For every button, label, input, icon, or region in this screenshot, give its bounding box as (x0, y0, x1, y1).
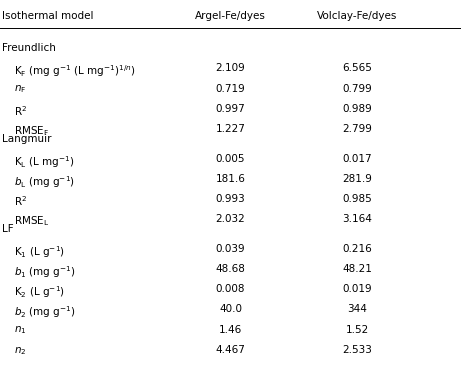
Text: $n_2$: $n_2$ (14, 345, 26, 357)
Text: Volclay-Fe/dyes: Volclay-Fe/dyes (317, 11, 397, 21)
Text: 0.216: 0.216 (343, 244, 372, 254)
Text: K$_2$ (L g$^{-1}$): K$_2$ (L g$^{-1}$) (14, 284, 65, 300)
Text: 48.21: 48.21 (343, 264, 372, 274)
Text: Langmuir: Langmuir (2, 134, 52, 143)
Text: 1.46: 1.46 (219, 324, 242, 335)
Text: 0.993: 0.993 (216, 194, 245, 204)
Text: 40.0: 40.0 (219, 304, 242, 315)
Text: 2.799: 2.799 (343, 124, 372, 134)
Text: 181.6: 181.6 (216, 174, 245, 184)
Text: $n_\mathrm{F}$: $n_\mathrm{F}$ (14, 84, 26, 95)
Text: 0.719: 0.719 (216, 84, 245, 94)
Text: RMSE$_\mathrm{F}$: RMSE$_\mathrm{F}$ (14, 124, 49, 138)
Text: K$_\mathrm{F}$ (mg g$^{-1}$ (L mg$^{-1}$)$^{1/n}$): K$_\mathrm{F}$ (mg g$^{-1}$ (L mg$^{-1}$… (14, 64, 136, 79)
Text: 0.989: 0.989 (343, 104, 372, 114)
Text: RMSE$_\mathrm{L}$: RMSE$_\mathrm{L}$ (14, 214, 49, 228)
Text: 1.52: 1.52 (346, 324, 369, 335)
Text: $b_\mathrm{L}$ (mg g$^{-1}$): $b_\mathrm{L}$ (mg g$^{-1}$) (14, 174, 75, 190)
Text: $b_2$ (mg g$^{-1}$): $b_2$ (mg g$^{-1}$) (14, 304, 76, 320)
Text: Freundlich: Freundlich (2, 43, 56, 53)
Text: Argel-Fe/dyes: Argel-Fe/dyes (195, 11, 266, 21)
Text: 0.008: 0.008 (216, 284, 245, 294)
Text: 0.039: 0.039 (216, 244, 245, 254)
Text: K$_\mathrm{L}$ (L mg$^{-1}$): K$_\mathrm{L}$ (L mg$^{-1}$) (14, 154, 74, 170)
Text: R$^2$: R$^2$ (14, 104, 27, 118)
Text: 6.565: 6.565 (343, 64, 372, 73)
Text: K$_1$ (L g$^{-1}$): K$_1$ (L g$^{-1}$) (14, 244, 65, 260)
Text: 4.467: 4.467 (216, 345, 245, 355)
Text: 0.799: 0.799 (343, 84, 372, 94)
Text: 48.68: 48.68 (216, 264, 245, 274)
Text: 2.533: 2.533 (343, 345, 372, 355)
Text: 2.032: 2.032 (216, 214, 245, 224)
Text: Isothermal model: Isothermal model (2, 11, 94, 21)
Text: 281.9: 281.9 (343, 174, 372, 184)
Text: 0.997: 0.997 (216, 104, 245, 114)
Text: $b_1$ (mg g$^{-1}$): $b_1$ (mg g$^{-1}$) (14, 264, 76, 280)
Text: 3.164: 3.164 (343, 214, 372, 224)
Text: 0.985: 0.985 (343, 194, 372, 204)
Text: 1.227: 1.227 (216, 124, 245, 134)
Text: 0.017: 0.017 (343, 154, 372, 164)
Text: 0.019: 0.019 (343, 284, 372, 294)
Text: 0.005: 0.005 (216, 154, 245, 164)
Text: LF: LF (2, 224, 14, 234)
Text: R$^2$: R$^2$ (14, 194, 27, 208)
Text: 2.109: 2.109 (216, 64, 245, 73)
Text: $n_1$: $n_1$ (14, 324, 26, 337)
Text: 344: 344 (347, 304, 367, 315)
